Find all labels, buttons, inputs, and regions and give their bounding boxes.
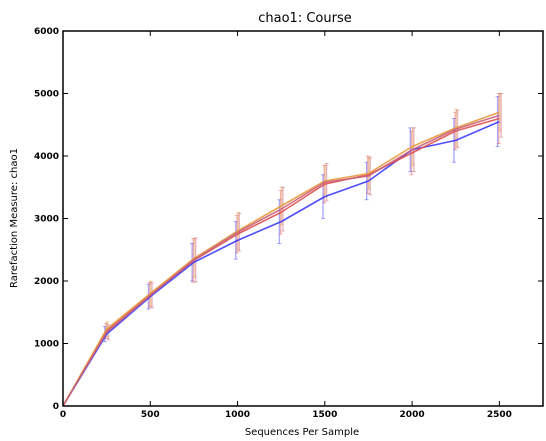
series-line-3	[63, 112, 499, 406]
x-tick-label: 1000	[225, 410, 250, 420]
y-tick-label: 6000	[34, 27, 59, 37]
y-tick-label: 3000	[34, 215, 59, 225]
x-tick-label: 2500	[487, 410, 512, 420]
y-tick-label: 2000	[34, 277, 59, 287]
x-tick-label: 1500	[312, 410, 337, 420]
plot-area: 0 500 1000 1500 2000 2500 0 1000 2000 3000 4000 500…	[34, 27, 543, 420]
x-tick-label: 2000	[400, 410, 425, 420]
y-tick-label: 5000	[34, 90, 59, 100]
x-axis-label: Sequences Per Sample	[245, 427, 359, 438]
plot-frame	[63, 31, 543, 406]
y-axis-label: Rarefaction Measure: chao1	[9, 148, 20, 288]
series-line-2	[63, 119, 499, 407]
series-line-4	[63, 115, 499, 406]
chart-title: chao1: Course	[258, 11, 351, 26]
y-tick-label: 1000	[34, 340, 59, 350]
y-tick-label: 4000	[34, 152, 59, 162]
y-tick-label: 0	[53, 402, 59, 412]
series-line-1	[63, 122, 499, 406]
x-tick-label: 0	[60, 410, 66, 420]
x-tick-label: 500	[141, 410, 160, 420]
